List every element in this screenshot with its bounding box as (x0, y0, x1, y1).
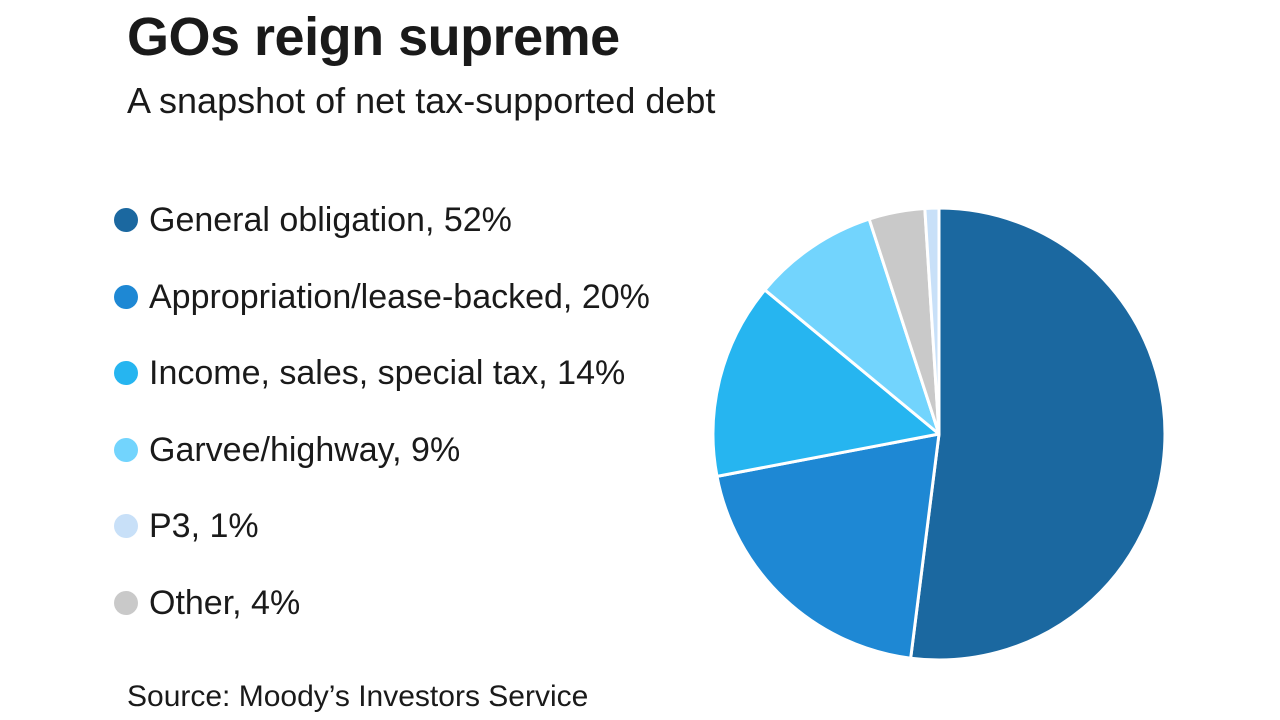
legend-label: Garvee/highway, 9% (149, 430, 461, 469)
legend-swatch (114, 361, 138, 386)
pie-slice (715, 432, 941, 660)
legend-swatch (114, 208, 138, 232)
legend-item: Appropriation/lease-backed, 20% (114, 273, 650, 350)
source-note: Source: Moody’s Investors Service (127, 680, 589, 713)
legend-item: Garvee/highway, 9% (114, 426, 650, 503)
chart-title: GOs reign supreme (127, 7, 620, 67)
legend-label: Income, sales, special tax, 14% (149, 354, 626, 393)
legend-label: General obligation, 52% (149, 201, 512, 239)
pie-slice (711, 288, 941, 478)
legend-swatch (114, 590, 138, 615)
legend-label: Other, 4% (149, 583, 301, 622)
legend-item: Income, sales, special tax, 14% (114, 349, 650, 426)
legend-label: Appropriation/lease-backed, 20% (149, 277, 650, 316)
legend-label: P3, 1% (149, 507, 259, 546)
legend-swatch (114, 284, 138, 309)
legend-item: P3, 1% (114, 502, 650, 579)
pie-slice (763, 217, 941, 436)
pie-slice (923, 206, 941, 436)
legend-swatch (114, 514, 138, 539)
legend-item: Other, 4% (114, 579, 650, 656)
legend: General obligation, 52% Appropriation/lea… (114, 196, 650, 656)
legend-item: General obligation, 52% (114, 196, 650, 273)
legend-swatch (114, 437, 138, 462)
chart-subtitle: A snapshot of net tax-supported debt (127, 80, 716, 121)
pie-slice (909, 206, 1167, 662)
